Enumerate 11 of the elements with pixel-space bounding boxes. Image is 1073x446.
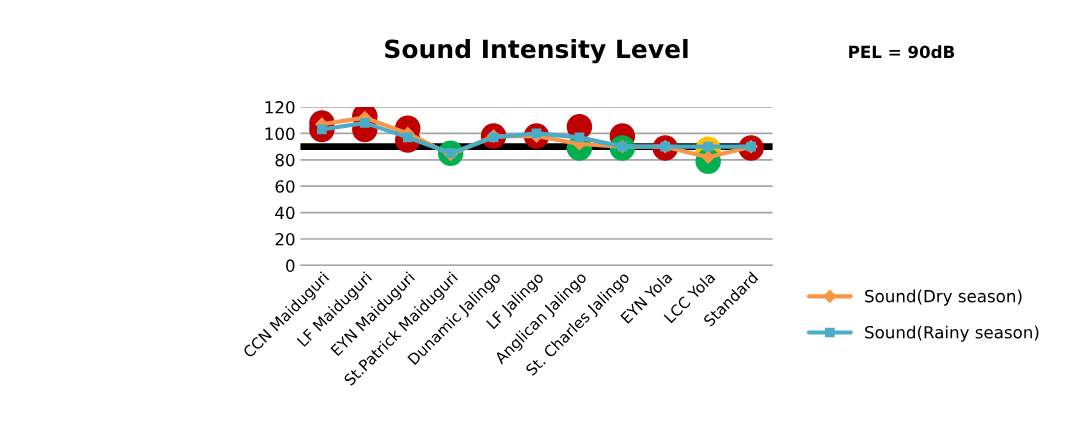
legend-label: Sound(Rainy season)	[865, 325, 1039, 342]
y-tick-label: 120	[265, 101, 295, 114]
y-tick-label: 100	[265, 127, 295, 140]
y-tick-label: 40	[275, 206, 295, 220]
y-tick-label: 0	[286, 259, 295, 272]
legend-label: Sound(Dry season)	[865, 289, 1022, 306]
chart-title: Sound Intensity Level	[385, 38, 688, 64]
text: PEL = 90dB	[849, 45, 955, 59]
y-tick-label: 80	[275, 153, 295, 167]
y-tick-label: 20	[275, 232, 295, 246]
y-tick-label: 60	[275, 180, 295, 193]
